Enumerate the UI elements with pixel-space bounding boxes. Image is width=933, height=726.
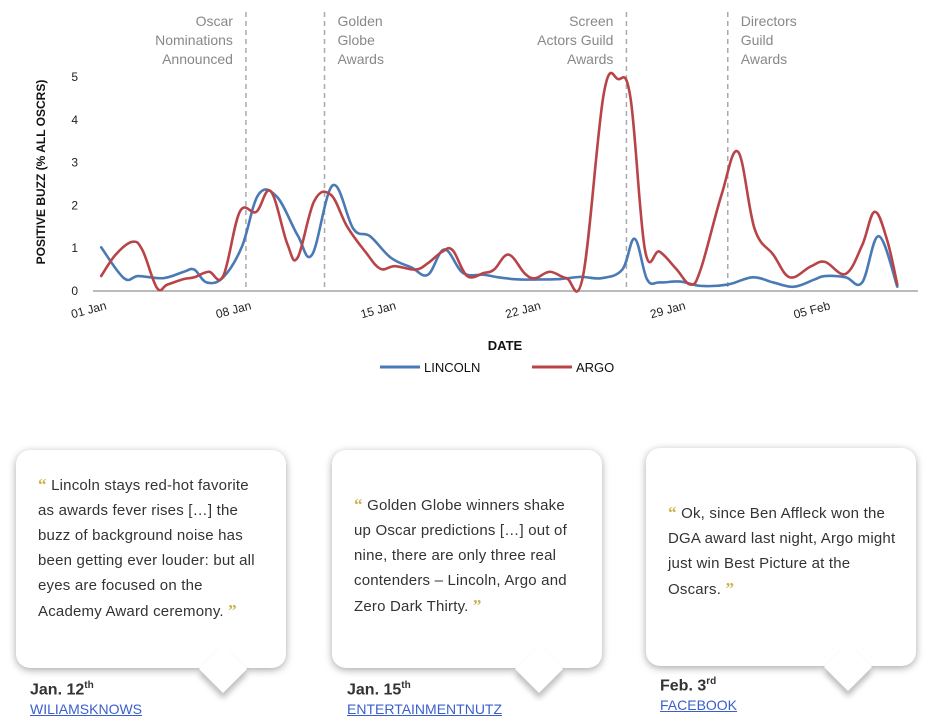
x-axis-title: DATE (488, 338, 523, 353)
quote-card-tail (514, 644, 564, 694)
quote-source-2: Jan. 15th ENTERTAINMENTNUTZ (347, 680, 502, 717)
quote-date: Jan. 15th (347, 680, 411, 699)
quote-text: Lincoln stays red-hot favorite as awards… (38, 477, 255, 620)
buzz-line-chart: Oscar Nominations Announced Golden Globe Awar… (34, 12, 918, 375)
series-line-argo (99, 71, 899, 293)
annotation-label: Awards (741, 51, 787, 67)
quote-card-body: “ Lincoln stays red-hot favorite as awar… (16, 450, 286, 624)
annotation-label: Screen (569, 13, 613, 29)
annotation-label: Guild (741, 32, 774, 48)
x-tick-label: 01 Jan (70, 298, 108, 321)
annotation-label: Directors (741, 13, 797, 29)
event-annotations: Oscar Nominations Announced Golden Globe Awar… (155, 12, 797, 291)
x-tick-label: 08 Jan (214, 298, 252, 321)
y-tick-label: 0 (71, 284, 78, 298)
open-quote-mark: “ (38, 475, 47, 494)
close-quote-mark: ” (725, 579, 735, 598)
annotation-label: Awards (567, 51, 613, 67)
quote-source-1: Jan. 12th WILIAMSKNOWS (30, 680, 142, 717)
annotation-label: Awards (338, 51, 384, 67)
quote-text: Ok, since Ben Affleck won the DGA award … (668, 505, 896, 598)
annotation-label: Announced (162, 51, 233, 67)
y-axis-title: POSITIVE BUZZ (% ALL OSCRS) (34, 80, 48, 265)
quote-source-3: Feb. 3rd FACEBOOK (660, 676, 737, 713)
legend-label-argo: ARGO (576, 360, 614, 375)
chart-axes: 0 1 2 3 4 5 01 Jan 08 Jan 15 Jan 22 Jan 29 Jan 05 F… (34, 70, 918, 353)
y-tick-label: 5 (71, 70, 78, 84)
quote-card-2: “ Golden Globe winners shake up Oscar pr… (332, 450, 602, 694)
source-link-entertainmentnutz[interactable]: ENTERTAINMENTNUTZ (347, 701, 503, 718)
quote-date: Jan. 12th (30, 680, 94, 699)
chart-series (99, 71, 899, 293)
quote-date: Feb. 3rd (660, 676, 717, 695)
y-tick-label: 3 (71, 156, 78, 170)
close-quote-mark: ” (472, 596, 482, 615)
annotation-label: Nominations (155, 32, 233, 48)
chart-legend: LINCOLN ARGO (380, 360, 614, 375)
quote-text: Golden Globe winners shake up Oscar pred… (354, 497, 567, 615)
series-line-lincoln (99, 183, 899, 289)
annotation-label: Golden (338, 13, 383, 29)
source-link-facebook[interactable]: FACEBOOK (660, 697, 738, 714)
y-tick-label: 4 (71, 113, 78, 127)
x-tick-label: 29 Jan (649, 298, 687, 321)
quote-card-1: “ Lincoln stays red-hot favorite as awar… (16, 450, 286, 694)
legend-label-lincoln: LINCOLN (424, 360, 480, 375)
quote-card-body: “ Ok, since Ben Affleck won the DGA awar… (646, 448, 916, 602)
close-quote-mark: ” (228, 601, 237, 620)
quote-card-3: “ Ok, since Ben Affleck won the DGA awar… (646, 448, 916, 692)
open-quote-mark: “ (354, 495, 363, 514)
y-tick-label: 1 (71, 241, 78, 255)
quote-card-body: “ Golden Globe winners shake up Oscar pr… (332, 450, 602, 619)
x-tick-label: 05 Feb (792, 298, 832, 321)
source-link-wiliamsknows[interactable]: WILIAMSKNOWS (30, 701, 143, 718)
x-tick-label: 15 Jan (359, 298, 397, 321)
quote-card-tail (823, 642, 873, 692)
x-tick-label: 22 Jan (504, 298, 542, 321)
annotation-label: Globe (338, 32, 376, 48)
open-quote-mark: “ (668, 503, 677, 522)
annotation-label: Actors Guild (537, 32, 613, 48)
annotation-label: Oscar (196, 13, 234, 29)
y-tick-label: 2 (71, 198, 78, 212)
quote-card-tail (198, 644, 248, 694)
